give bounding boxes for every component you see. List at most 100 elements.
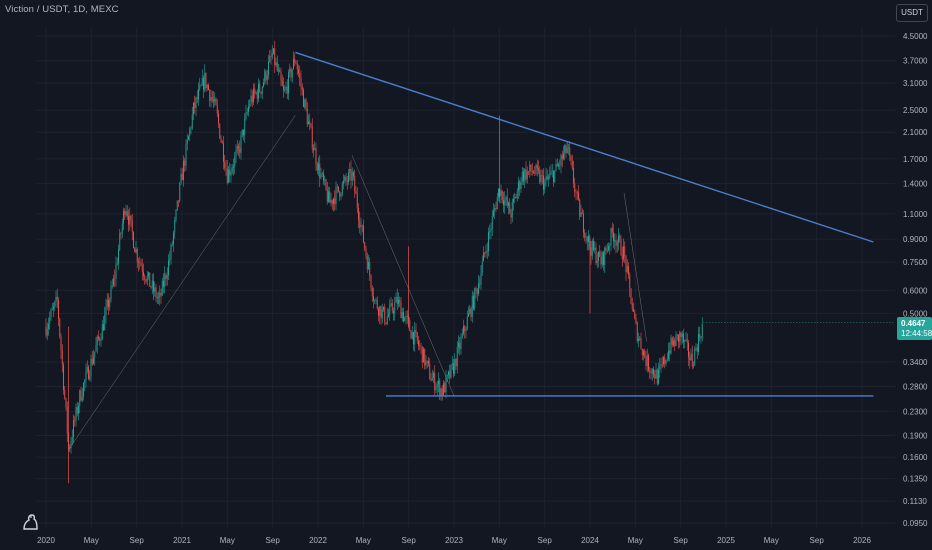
candle xyxy=(378,306,379,322)
candle xyxy=(270,49,272,65)
candle xyxy=(183,155,184,187)
candle xyxy=(269,50,271,63)
trendline[interactable] xyxy=(295,51,874,243)
candle xyxy=(448,370,449,379)
trendline[interactable] xyxy=(68,115,296,450)
candle xyxy=(219,123,221,139)
candle xyxy=(236,140,238,154)
candle xyxy=(493,203,494,218)
candle xyxy=(105,298,107,324)
candle xyxy=(338,186,339,193)
candle xyxy=(286,79,288,100)
candle xyxy=(118,244,119,271)
candle xyxy=(160,288,162,304)
candle xyxy=(485,244,487,258)
time-tick-label: May xyxy=(220,536,235,545)
candle xyxy=(585,232,587,244)
candle xyxy=(454,353,456,377)
candle xyxy=(395,292,397,303)
candle xyxy=(414,322,416,352)
candle xyxy=(104,306,106,331)
candle xyxy=(193,102,194,121)
candle xyxy=(221,140,223,144)
candle xyxy=(158,291,159,304)
candle xyxy=(91,350,93,366)
candle xyxy=(468,306,469,317)
candle xyxy=(559,159,561,170)
candle xyxy=(296,60,298,76)
symbol-title[interactable]: Viction / USDT, 1D, MEXC xyxy=(5,4,119,15)
candle xyxy=(84,378,86,392)
candle xyxy=(499,188,501,198)
time-axis[interactable]: 2020 May Sep 2021 May Sep 2022 May Sep 2023 May Sep… xyxy=(37,536,871,545)
candle xyxy=(661,356,663,369)
candle xyxy=(620,235,622,256)
candle xyxy=(590,240,592,265)
candle xyxy=(646,348,648,373)
candle xyxy=(121,218,123,238)
candle xyxy=(153,273,154,301)
candle xyxy=(95,336,97,352)
candle xyxy=(388,308,389,318)
candle xyxy=(514,192,516,204)
candle xyxy=(520,177,522,193)
candle xyxy=(591,239,593,260)
candle xyxy=(693,361,694,369)
candle xyxy=(263,78,264,88)
candle xyxy=(306,102,308,128)
candle xyxy=(186,133,188,151)
candle xyxy=(401,307,403,322)
tradingview-logo-icon[interactable] xyxy=(20,510,42,532)
candle xyxy=(695,343,697,352)
candle xyxy=(434,365,436,396)
candle xyxy=(349,162,351,181)
candle xyxy=(274,40,276,74)
candle xyxy=(428,357,429,367)
price-axis[interactable]: 4.5000 3.7000 3.1000 2.5000 2.1000 1.7000 1.40… xyxy=(903,32,928,528)
candle xyxy=(570,154,572,166)
candle xyxy=(616,239,618,253)
candle xyxy=(233,158,234,176)
candle xyxy=(556,158,558,167)
candle xyxy=(375,297,377,305)
candle xyxy=(555,159,557,172)
candle xyxy=(319,155,321,188)
trendline[interactable] xyxy=(351,155,455,397)
price-tick-label: 0.3400 xyxy=(903,358,928,367)
candle xyxy=(536,159,538,177)
candle xyxy=(229,163,231,183)
candle xyxy=(89,370,91,382)
candle xyxy=(351,167,353,187)
candle xyxy=(593,237,594,252)
trendlines[interactable] xyxy=(68,51,895,450)
candle xyxy=(189,126,191,142)
candle xyxy=(666,352,668,362)
candle xyxy=(533,170,534,174)
candlestick-series xyxy=(45,40,703,484)
candle xyxy=(474,287,476,311)
candle xyxy=(218,109,219,128)
time-tick-label: 2024 xyxy=(581,536,599,545)
candle xyxy=(663,355,664,367)
candle xyxy=(439,378,441,401)
candle xyxy=(220,135,222,143)
candle xyxy=(379,306,381,325)
candle xyxy=(658,362,659,385)
candle xyxy=(340,192,342,200)
candle xyxy=(668,342,669,361)
candle xyxy=(239,140,241,159)
currency-selector[interactable]: USDT xyxy=(896,4,928,22)
candle xyxy=(61,344,63,373)
price-tick-label: 0.2800 xyxy=(903,383,928,392)
candle xyxy=(524,168,526,189)
candle xyxy=(394,296,396,321)
candle xyxy=(456,341,458,374)
candle xyxy=(561,150,563,168)
candle xyxy=(165,272,167,286)
trendline[interactable] xyxy=(623,192,647,342)
candle xyxy=(289,63,291,78)
candle xyxy=(386,307,388,326)
candle xyxy=(159,285,161,306)
candle xyxy=(508,201,509,215)
